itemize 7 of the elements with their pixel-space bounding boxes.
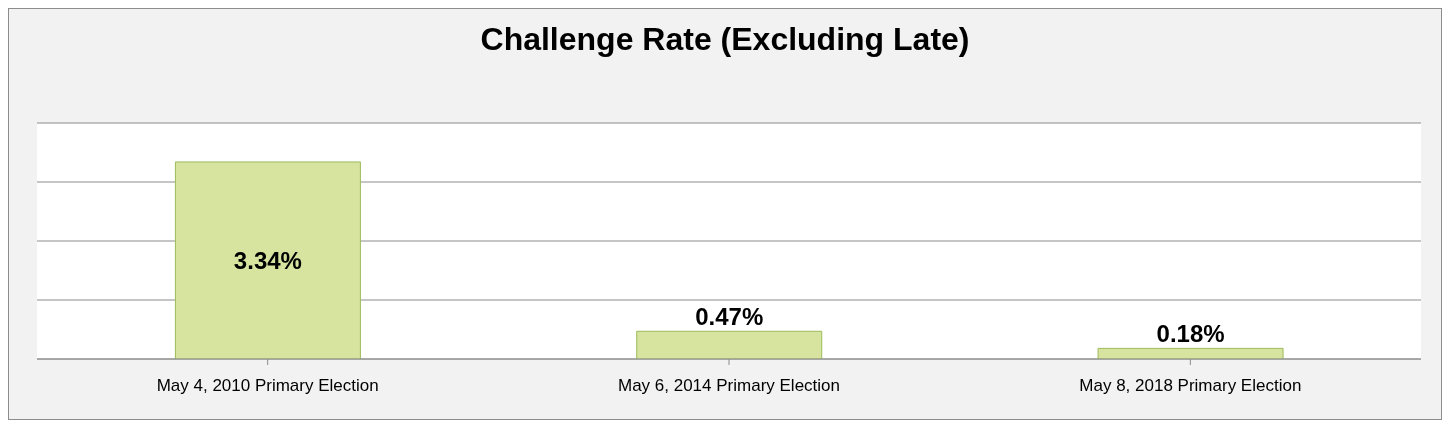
x-tick-label: May 4, 2010 Primary Election (156, 376, 379, 396)
data-label: 3.34% (233, 246, 302, 274)
x-tick-label: May 6, 2014 Primary Election (617, 376, 841, 396)
data-label: 0.47% (695, 303, 764, 331)
x-tick-label: May 8, 2018 Primary Election (1079, 376, 1302, 396)
data-label: 0.18% (1156, 320, 1225, 348)
chart-title: Challenge Rate (Excluding Late) (479, 21, 971, 58)
